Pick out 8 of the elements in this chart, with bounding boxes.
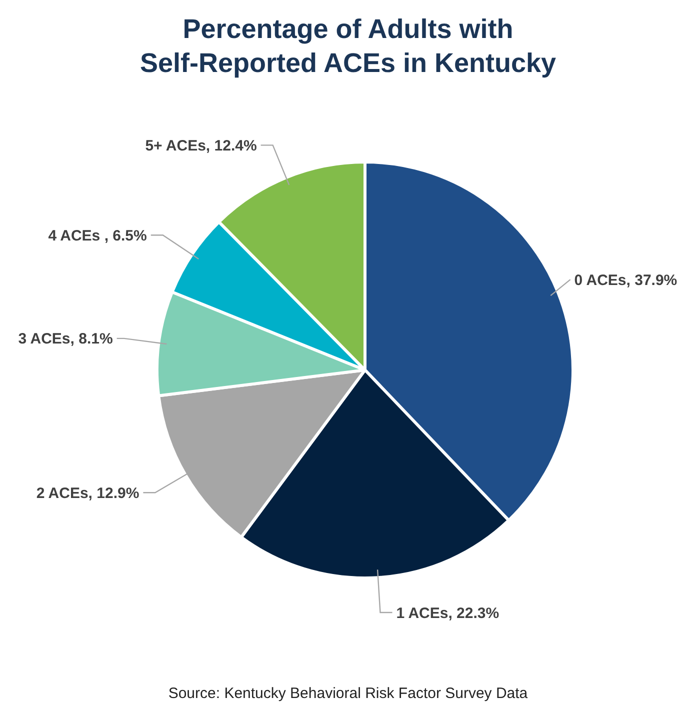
slice-label: 5+ ACEs, 12.4% <box>145 137 257 154</box>
slice-label: 1 ACEs, 22.3% <box>396 604 500 622</box>
slice-label: 0 ACEs, 37.9% <box>574 272 678 289</box>
slice-label: 4 ACEs , 6.5% <box>48 227 147 244</box>
chart-title: Percentage of Adults with Self-Reported ACEs in Kentucky <box>140 14 556 78</box>
source-note: Source: Kentucky Behavioral Risk Factor Survey Data <box>168 685 528 702</box>
slice-label: 3 ACEs, 8.1% <box>18 330 113 348</box>
slice-label: 2 ACEs, 12.9% <box>36 484 140 502</box>
